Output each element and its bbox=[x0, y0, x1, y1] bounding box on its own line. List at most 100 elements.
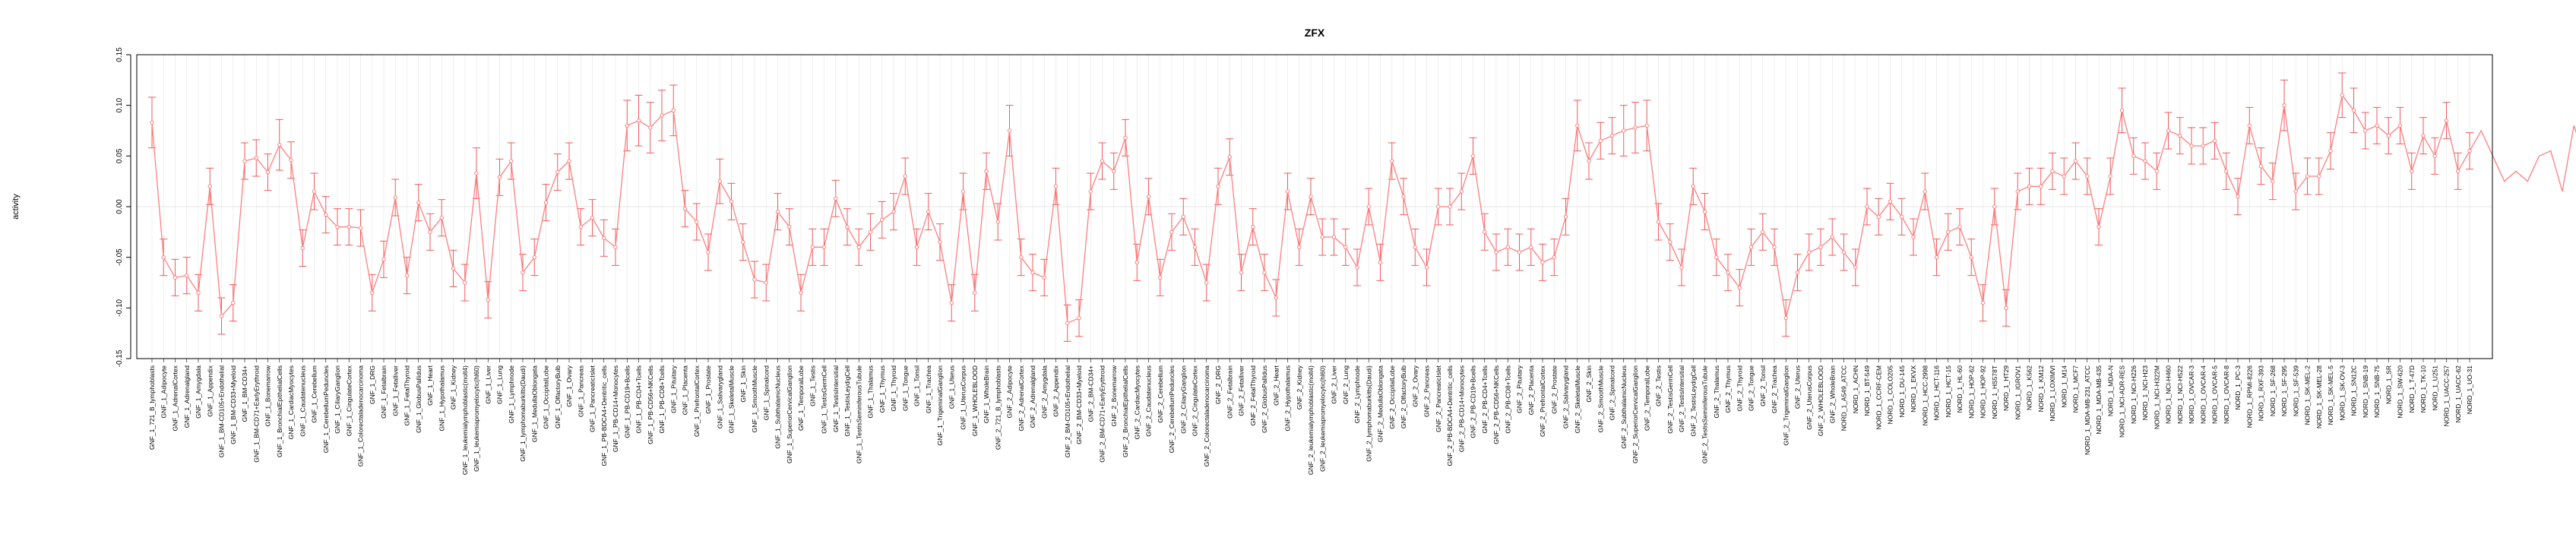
x-tick-label: GNF_2_Tongue bbox=[1748, 365, 1755, 411]
x-tick-label: NORD_1_IGROV1 bbox=[2014, 365, 2021, 420]
x-tick-label: NORD_1_SN12C bbox=[2350, 365, 2358, 416]
data-point bbox=[1448, 204, 1452, 209]
data-point bbox=[416, 200, 421, 205]
data-point bbox=[1123, 135, 1128, 141]
data-point bbox=[2386, 133, 2391, 138]
data-point bbox=[671, 108, 676, 113]
data-point bbox=[1401, 194, 1406, 199]
x-tick-label: GNF_1_SkeletalMuscle bbox=[728, 365, 736, 434]
data-point bbox=[2154, 169, 2159, 174]
x-tick-label: GNF_2_Placenta bbox=[1527, 365, 1535, 415]
x-tick-label: GNF_1_WHOLEBLOOD bbox=[971, 365, 979, 436]
x-tick-label: NORD_1_HCC-2998 bbox=[1921, 365, 1929, 426]
x-tick-label: NORD_1_PC-3 bbox=[2234, 365, 2242, 410]
x-tick-label: GNF_1_WholeBrain bbox=[983, 365, 990, 423]
x-tick-label: GNF_2_Spinalcord bbox=[1609, 365, 1616, 421]
x-tick-label: GNF_1_DRG bbox=[369, 365, 376, 404]
data-point bbox=[404, 273, 410, 278]
x-tick-label: NORD_1_M14 bbox=[2060, 365, 2068, 408]
x-tick-label: GNF_2_AdrenalCortex bbox=[1017, 365, 1025, 431]
x-tick-label: GNF_2_Lung bbox=[1342, 365, 1350, 404]
x-tick-label: NORD_1_UACC-62 bbox=[2454, 365, 2462, 423]
data-point bbox=[706, 250, 710, 255]
x-tick-label: GNF_2_Fetalliver bbox=[1238, 365, 1245, 416]
x-tick-label: NORD_1_OVCAR-3 bbox=[2188, 365, 2195, 424]
data-point bbox=[1761, 229, 1765, 235]
x-tick-label: GNF_2_Thalamus bbox=[1713, 365, 1720, 418]
x-tick-label: GNF_1_TestisGermCell bbox=[821, 365, 828, 434]
x-tick-label: GNF_2_CingulateCortex bbox=[1191, 365, 1199, 436]
data-point bbox=[821, 245, 827, 250]
x-tick-label: GNF_1_Liver bbox=[484, 365, 492, 404]
x-tick-label: GNF_2_Adipocyte bbox=[1006, 365, 1014, 419]
x-tick-label: GNF_1_TestisIntersitial bbox=[832, 365, 840, 432]
data-point bbox=[172, 275, 178, 280]
x-tick-label: GNF_1_Spinalcord bbox=[762, 365, 770, 421]
data-point bbox=[2212, 138, 2217, 144]
data-point bbox=[636, 118, 641, 123]
data-point bbox=[347, 224, 351, 229]
data-point bbox=[2039, 184, 2043, 189]
x-tick-label: GNF_1_Appendix bbox=[206, 365, 214, 416]
x-tick-label: GNF_1_OccipitalLobe bbox=[543, 365, 550, 429]
data-point bbox=[1876, 214, 1881, 220]
y-tick-label: -0.10 bbox=[116, 299, 124, 317]
y-tick-label: -0.05 bbox=[116, 248, 124, 266]
data-point bbox=[439, 215, 444, 220]
data-point bbox=[1726, 270, 1730, 275]
data-point bbox=[1274, 296, 1278, 300]
x-tick-label: NORD_1_SK-MEL-2 bbox=[2304, 365, 2312, 425]
data-point bbox=[1818, 245, 1823, 250]
data-point bbox=[602, 236, 606, 241]
data-point bbox=[1088, 189, 1093, 194]
x-tick-label: GNF_2_Pancreas bbox=[1423, 365, 1431, 417]
data-point bbox=[543, 200, 549, 205]
data-point bbox=[1227, 154, 1232, 160]
data-point bbox=[775, 209, 780, 214]
data-point bbox=[555, 169, 560, 175]
x-tick-label: GNF_2_Appendix bbox=[1052, 365, 1060, 416]
data-point bbox=[1923, 189, 1927, 194]
data-point bbox=[1459, 189, 1464, 194]
data-point bbox=[1285, 189, 1290, 194]
data-point bbox=[799, 290, 803, 296]
data-point bbox=[2189, 144, 2194, 148]
data-point bbox=[1783, 315, 1788, 321]
data-point bbox=[1424, 265, 1429, 270]
series-layer bbox=[150, 93, 2576, 326]
x-tick-label: GNF_1_Tonsil bbox=[913, 365, 921, 406]
data-point bbox=[949, 300, 954, 305]
x-tick-label: GNF_1_BM-CD33+Myeloid bbox=[229, 365, 237, 444]
data-point bbox=[2131, 153, 2136, 159]
data-point bbox=[2166, 128, 2171, 133]
data-point bbox=[1262, 270, 1267, 275]
data-point bbox=[1517, 250, 1522, 255]
x-tick-label: NORD_1_NCI-H322M bbox=[2153, 365, 2160, 429]
data-point bbox=[277, 142, 282, 147]
x-tick-label: NORD_1_OVCAR-5 bbox=[2211, 365, 2219, 424]
data-point bbox=[682, 206, 688, 211]
x-tick-label: NORD_1_HOP-62 bbox=[1967, 365, 1975, 419]
data-point bbox=[1900, 214, 1904, 220]
data-point bbox=[1807, 250, 1812, 255]
x-tick-label: GNF_1_PancreaticIslet bbox=[589, 365, 597, 432]
data-point bbox=[150, 120, 154, 125]
data-point bbox=[1575, 123, 1580, 128]
data-point bbox=[185, 273, 189, 278]
data-point bbox=[2328, 148, 2333, 153]
x-tick-label: GNF_2_PB-CD14+Monocytes bbox=[1457, 365, 1465, 452]
data-point bbox=[2097, 224, 2101, 229]
x-tick-label: GNF_1_Kidney bbox=[450, 365, 457, 409]
data-point bbox=[1668, 239, 1673, 245]
x-tick-label: GNF_1_Thymus bbox=[878, 365, 886, 413]
data-point bbox=[1181, 214, 1185, 220]
data-point bbox=[2224, 169, 2229, 174]
data-point bbox=[474, 171, 479, 175]
x-tick-label: GNF_2_leukemialymphoblastic(molt4) bbox=[1307, 365, 1315, 475]
data-point bbox=[1007, 128, 1012, 133]
x-tick-label: GNF_1_Heart bbox=[426, 365, 434, 406]
x-tick-label: NORD_1_OVCAR-4 bbox=[2199, 365, 2207, 424]
data-point bbox=[1309, 194, 1313, 199]
y-tick-label: 0.15 bbox=[116, 47, 124, 62]
